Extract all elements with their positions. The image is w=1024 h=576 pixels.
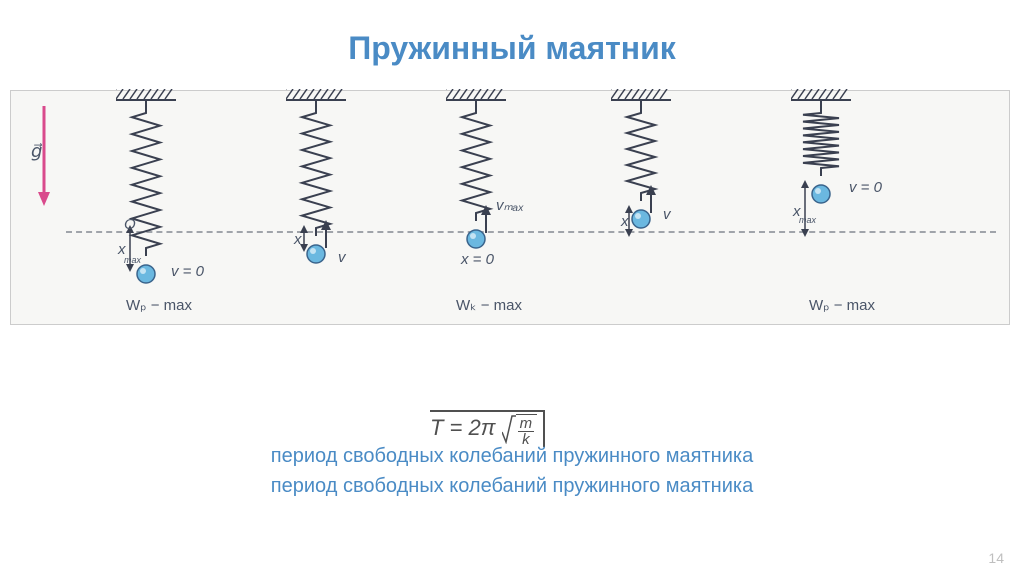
pendulum-1-label-2: max	[124, 255, 141, 265]
equilibrium-line	[66, 231, 996, 233]
pendulum-4-label-0: x	[621, 213, 629, 230]
pendulum-2-label-0: x	[294, 231, 302, 248]
pendulum-5-label-0: v = 0	[849, 179, 882, 196]
pendulum-3-label-0: vₘₐₓ	[496, 196, 524, 214]
caption-1: период свободных колебаний пружинного ма…	[0, 445, 1024, 468]
caption-1-text: период свободных колебаний пружинного ма…	[271, 445, 753, 467]
caption-2-text: период свободных колебаний пружинного ма…	[271, 475, 753, 497]
diagram: g⃗ Oxmaxv = 0Wₚ − max xv vₘₐₓx =	[10, 90, 1010, 325]
gravity-label: g⃗	[31, 141, 42, 162]
page-number: 14	[988, 550, 1004, 566]
title-text: Пружинный маятник	[348, 30, 676, 66]
pendulum-2-label-1: v	[338, 249, 346, 266]
pendulum-1-label-4: Wₚ − max	[126, 296, 192, 314]
period-formula: T = 2π mk	[430, 410, 545, 447]
page-title: Пружинный маятник	[0, 0, 1024, 67]
pendulum-5-label-2: max	[799, 215, 816, 225]
sqrt: mk	[502, 414, 538, 447]
pendulum-4-label-1: v	[663, 206, 671, 223]
pendulum-1-label-3: v = 0	[171, 263, 204, 280]
pendulum-3-label-1: x = 0	[461, 251, 494, 268]
pendulum-3-label-2: Wₖ − max	[456, 296, 522, 314]
caption-2: период свободных колебаний пружинного ма…	[0, 475, 1024, 498]
pendulum-5-label-3: Wₚ − max	[809, 296, 875, 314]
formula-num: m	[518, 416, 535, 432]
formula-lhs: T = 2π	[430, 415, 495, 440]
pendulum-1-label-0: O	[124, 216, 136, 233]
